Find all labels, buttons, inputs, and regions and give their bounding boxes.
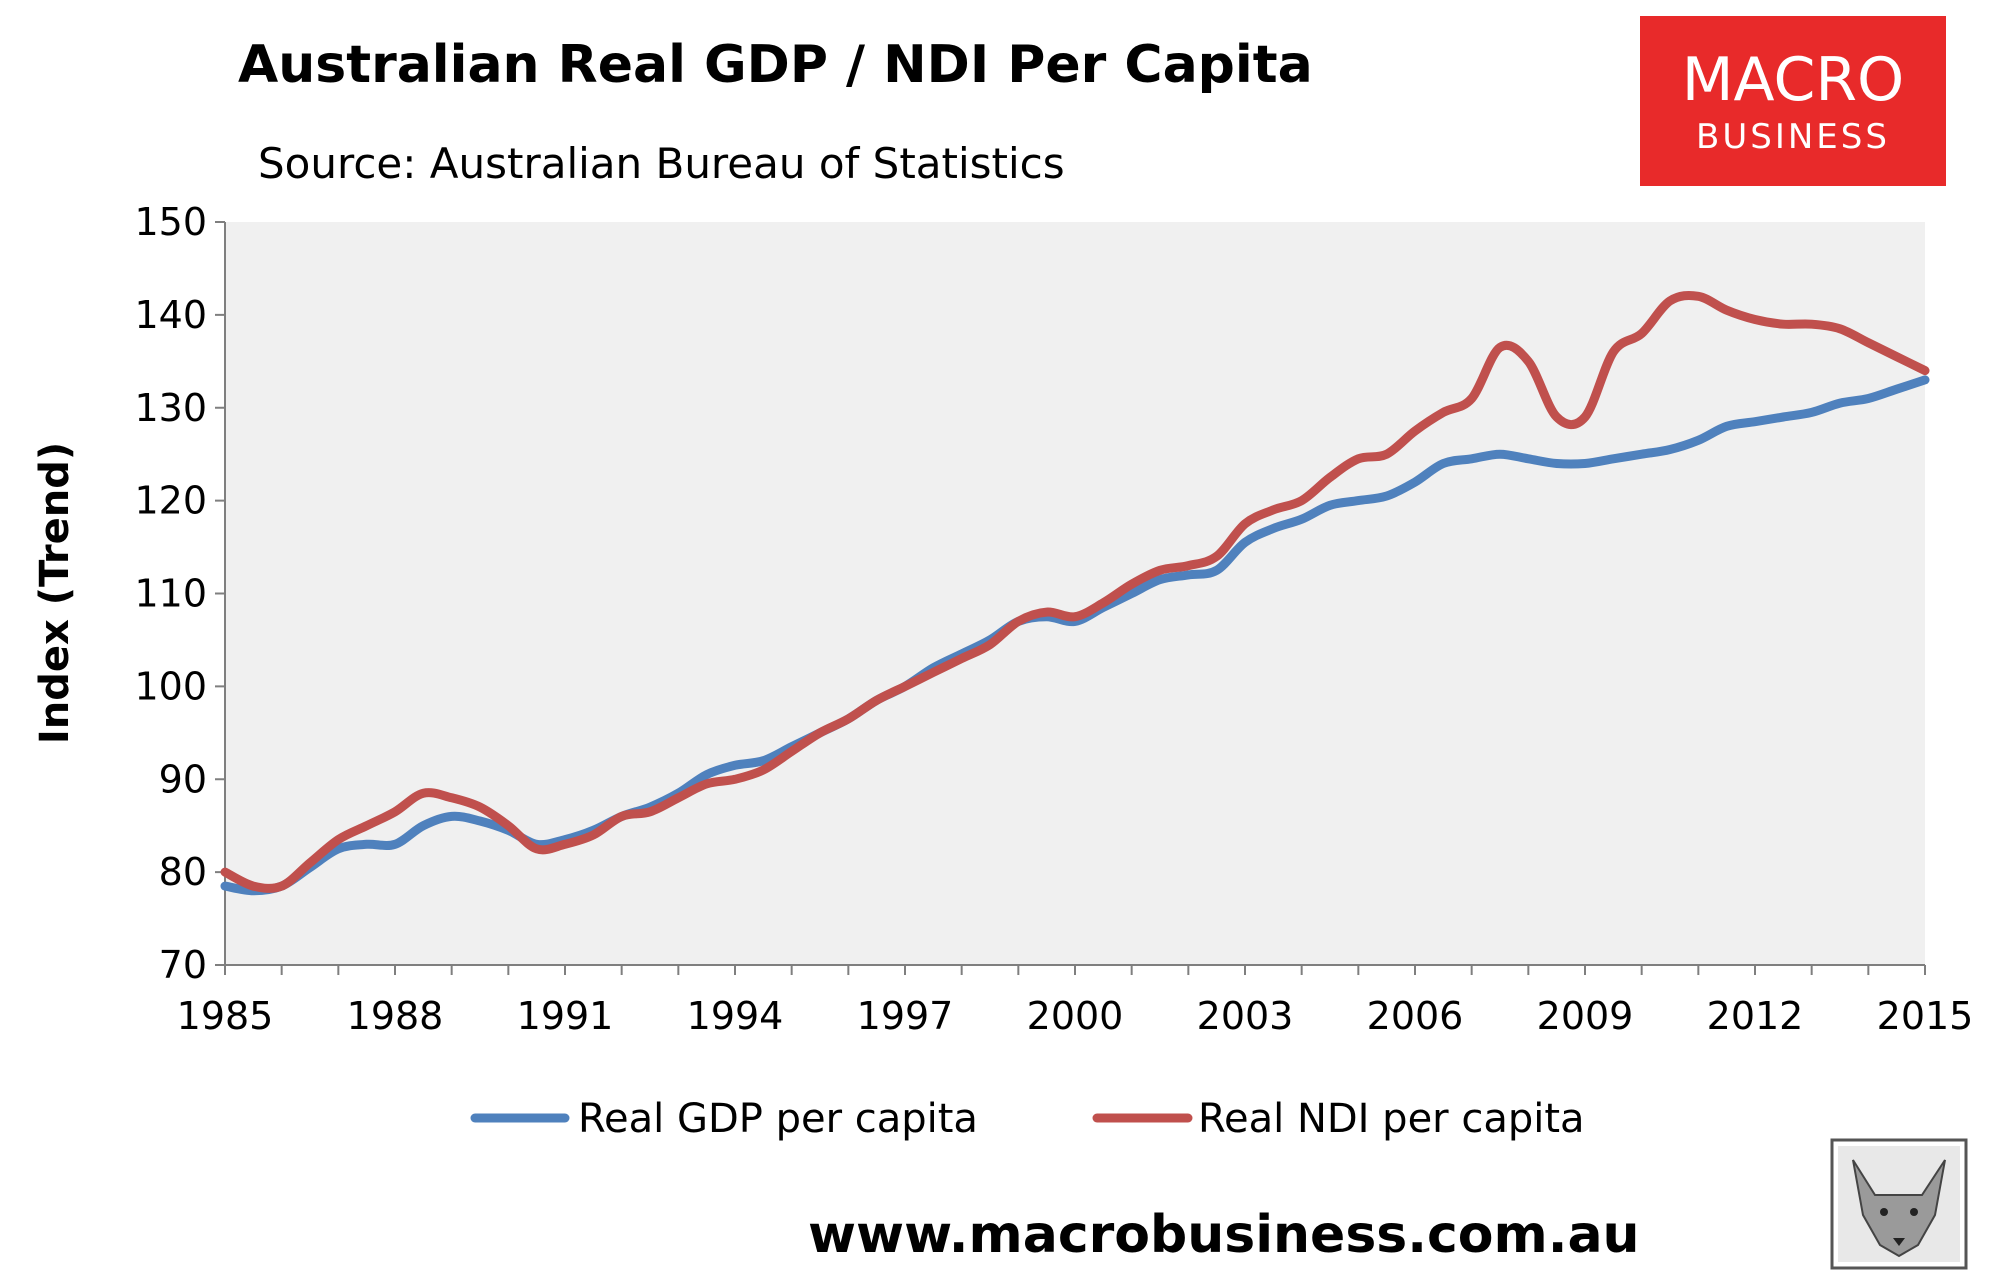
chart-title: Australian Real GDP / NDI Per Capita bbox=[238, 35, 1313, 95]
y-tick-label: 120 bbox=[134, 479, 207, 523]
y-tick-label: 130 bbox=[134, 386, 207, 430]
legend-label-gdp: Real GDP per capita bbox=[578, 1096, 978, 1142]
macro-business-logo: MACRO BUSINESS bbox=[1640, 16, 1946, 186]
y-tick-label: 90 bbox=[159, 757, 207, 801]
series-line-ndi bbox=[220, 290, 1930, 893]
x-tick-label: 1994 bbox=[687, 994, 784, 1038]
website-url: www.macrobusiness.com.au bbox=[808, 1205, 1640, 1265]
x-tick-label: 2012 bbox=[1707, 994, 1804, 1038]
y-axis-label: Index (Trend) bbox=[32, 442, 78, 744]
x-tick-label: 2003 bbox=[1197, 994, 1294, 1038]
x-tick-label: 1985 bbox=[177, 994, 274, 1038]
x-tick-label: 1997 bbox=[857, 994, 954, 1038]
y-tick-label: 100 bbox=[134, 664, 207, 708]
x-tick-label: 1991 bbox=[517, 994, 614, 1038]
y-tick-label: 150 bbox=[134, 200, 207, 244]
fox-mascot-icon bbox=[1830, 1138, 1968, 1270]
x-tick-label: 1988 bbox=[347, 994, 444, 1038]
plot-area bbox=[225, 222, 1925, 965]
y-tick-label: 110 bbox=[134, 572, 207, 616]
series-layer bbox=[220, 290, 1930, 896]
chart-subtitle: Source: Australian Bureau of Statistics bbox=[258, 139, 1065, 188]
logo-line2: BUSINESS bbox=[1696, 117, 1890, 157]
y-axis: 70 80 90 100 110 120 130 140 150 bbox=[134, 200, 226, 987]
logo-background bbox=[1640, 16, 1946, 186]
x-tick-label: 2000 bbox=[1027, 994, 1124, 1038]
legend: Real GDP per capita Real NDI per capita bbox=[470, 1096, 1585, 1142]
y-tick-label: 140 bbox=[134, 293, 207, 337]
logo-line1: MACRO bbox=[1682, 45, 1905, 115]
y-tick-label: 80 bbox=[159, 850, 207, 894]
x-axis: 1985 1988 1991 1994 1997 2000 2003 2006 2009 2012… bbox=[177, 964, 1974, 1038]
x-tick-label: 2006 bbox=[1367, 994, 1464, 1038]
legend-label-ndi: Real NDI per capita bbox=[1198, 1096, 1585, 1142]
x-tick-label: 2015 bbox=[1877, 994, 1974, 1038]
x-tick-label: 2009 bbox=[1537, 994, 1634, 1038]
y-tick-label: 70 bbox=[159, 943, 207, 987]
